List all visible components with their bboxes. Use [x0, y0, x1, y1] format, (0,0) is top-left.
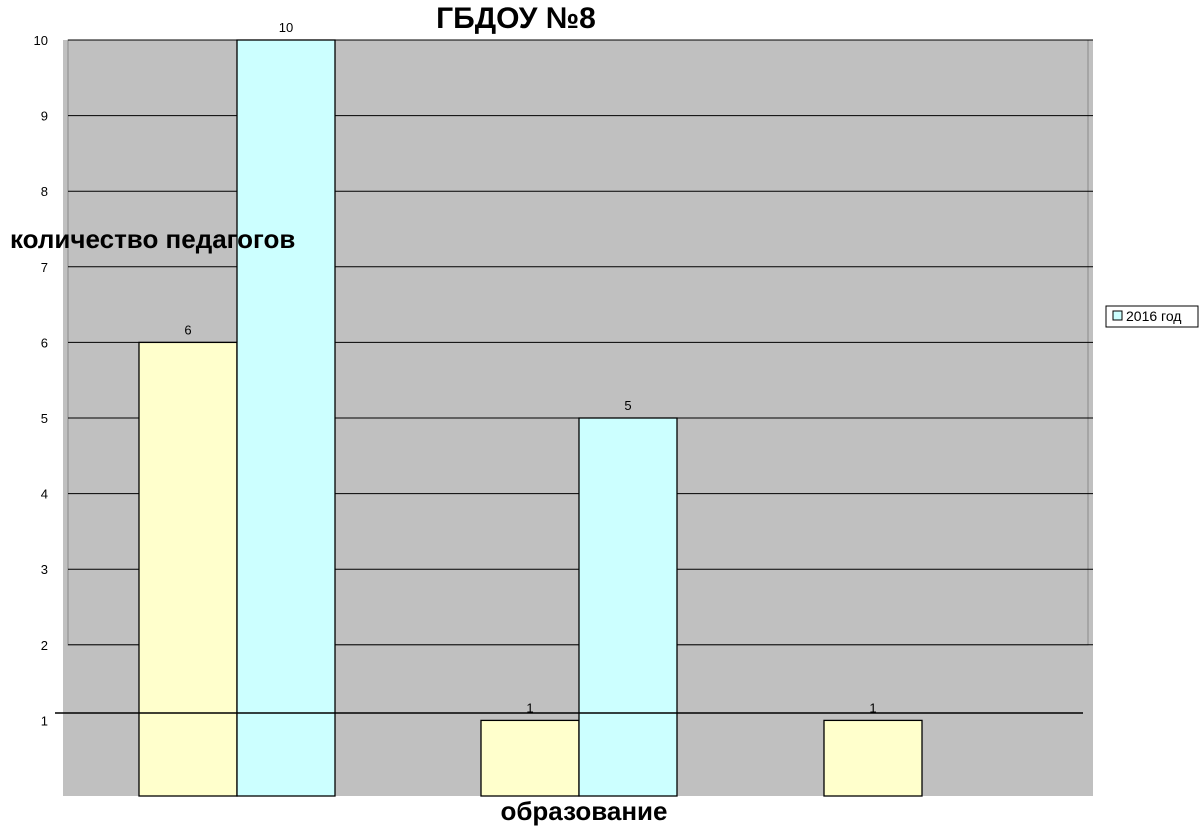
legend-box — [1105, 305, 1199, 328]
x-axis-title: образование — [500, 796, 667, 826]
bar — [138, 341, 238, 797]
legend: 2016 год — [1105, 305, 1199, 328]
y-tick-label: 10 — [34, 33, 48, 48]
y-tick-label: 5 — [41, 411, 48, 426]
y-tick-label: 8 — [41, 184, 48, 199]
legend-swatch — [1112, 310, 1123, 321]
data-label: 1 — [526, 700, 533, 715]
y-axis-title: количество педагогов — [10, 224, 295, 254]
bar — [823, 719, 923, 797]
data-label: 10 — [279, 20, 293, 35]
bars — [138, 39, 923, 797]
y-tick-label: 9 — [41, 109, 48, 124]
data-labels: 6 1 1 10 5 — [184, 20, 876, 715]
y-tick-label: 7 — [41, 260, 48, 275]
y-tick-label: 1 — [41, 713, 48, 728]
y-tick-label: 6 — [41, 335, 48, 350]
chart-title: ГБДОУ №8 — [436, 2, 596, 35]
bar — [578, 417, 678, 797]
bar — [480, 719, 580, 797]
bar — [236, 39, 336, 797]
y-tick-label: 2 — [41, 638, 48, 653]
data-label: 5 — [624, 398, 631, 413]
y-tick-labels: 1 2 3 4 5 6 7 8 9 10 — [34, 33, 48, 728]
data-label: 6 — [184, 322, 191, 337]
y-tick-label: 3 — [41, 562, 48, 577]
legend-label: 2016 год — [1126, 308, 1181, 324]
y-tick-label: 4 — [41, 487, 48, 502]
data-label: 1 — [869, 700, 876, 715]
